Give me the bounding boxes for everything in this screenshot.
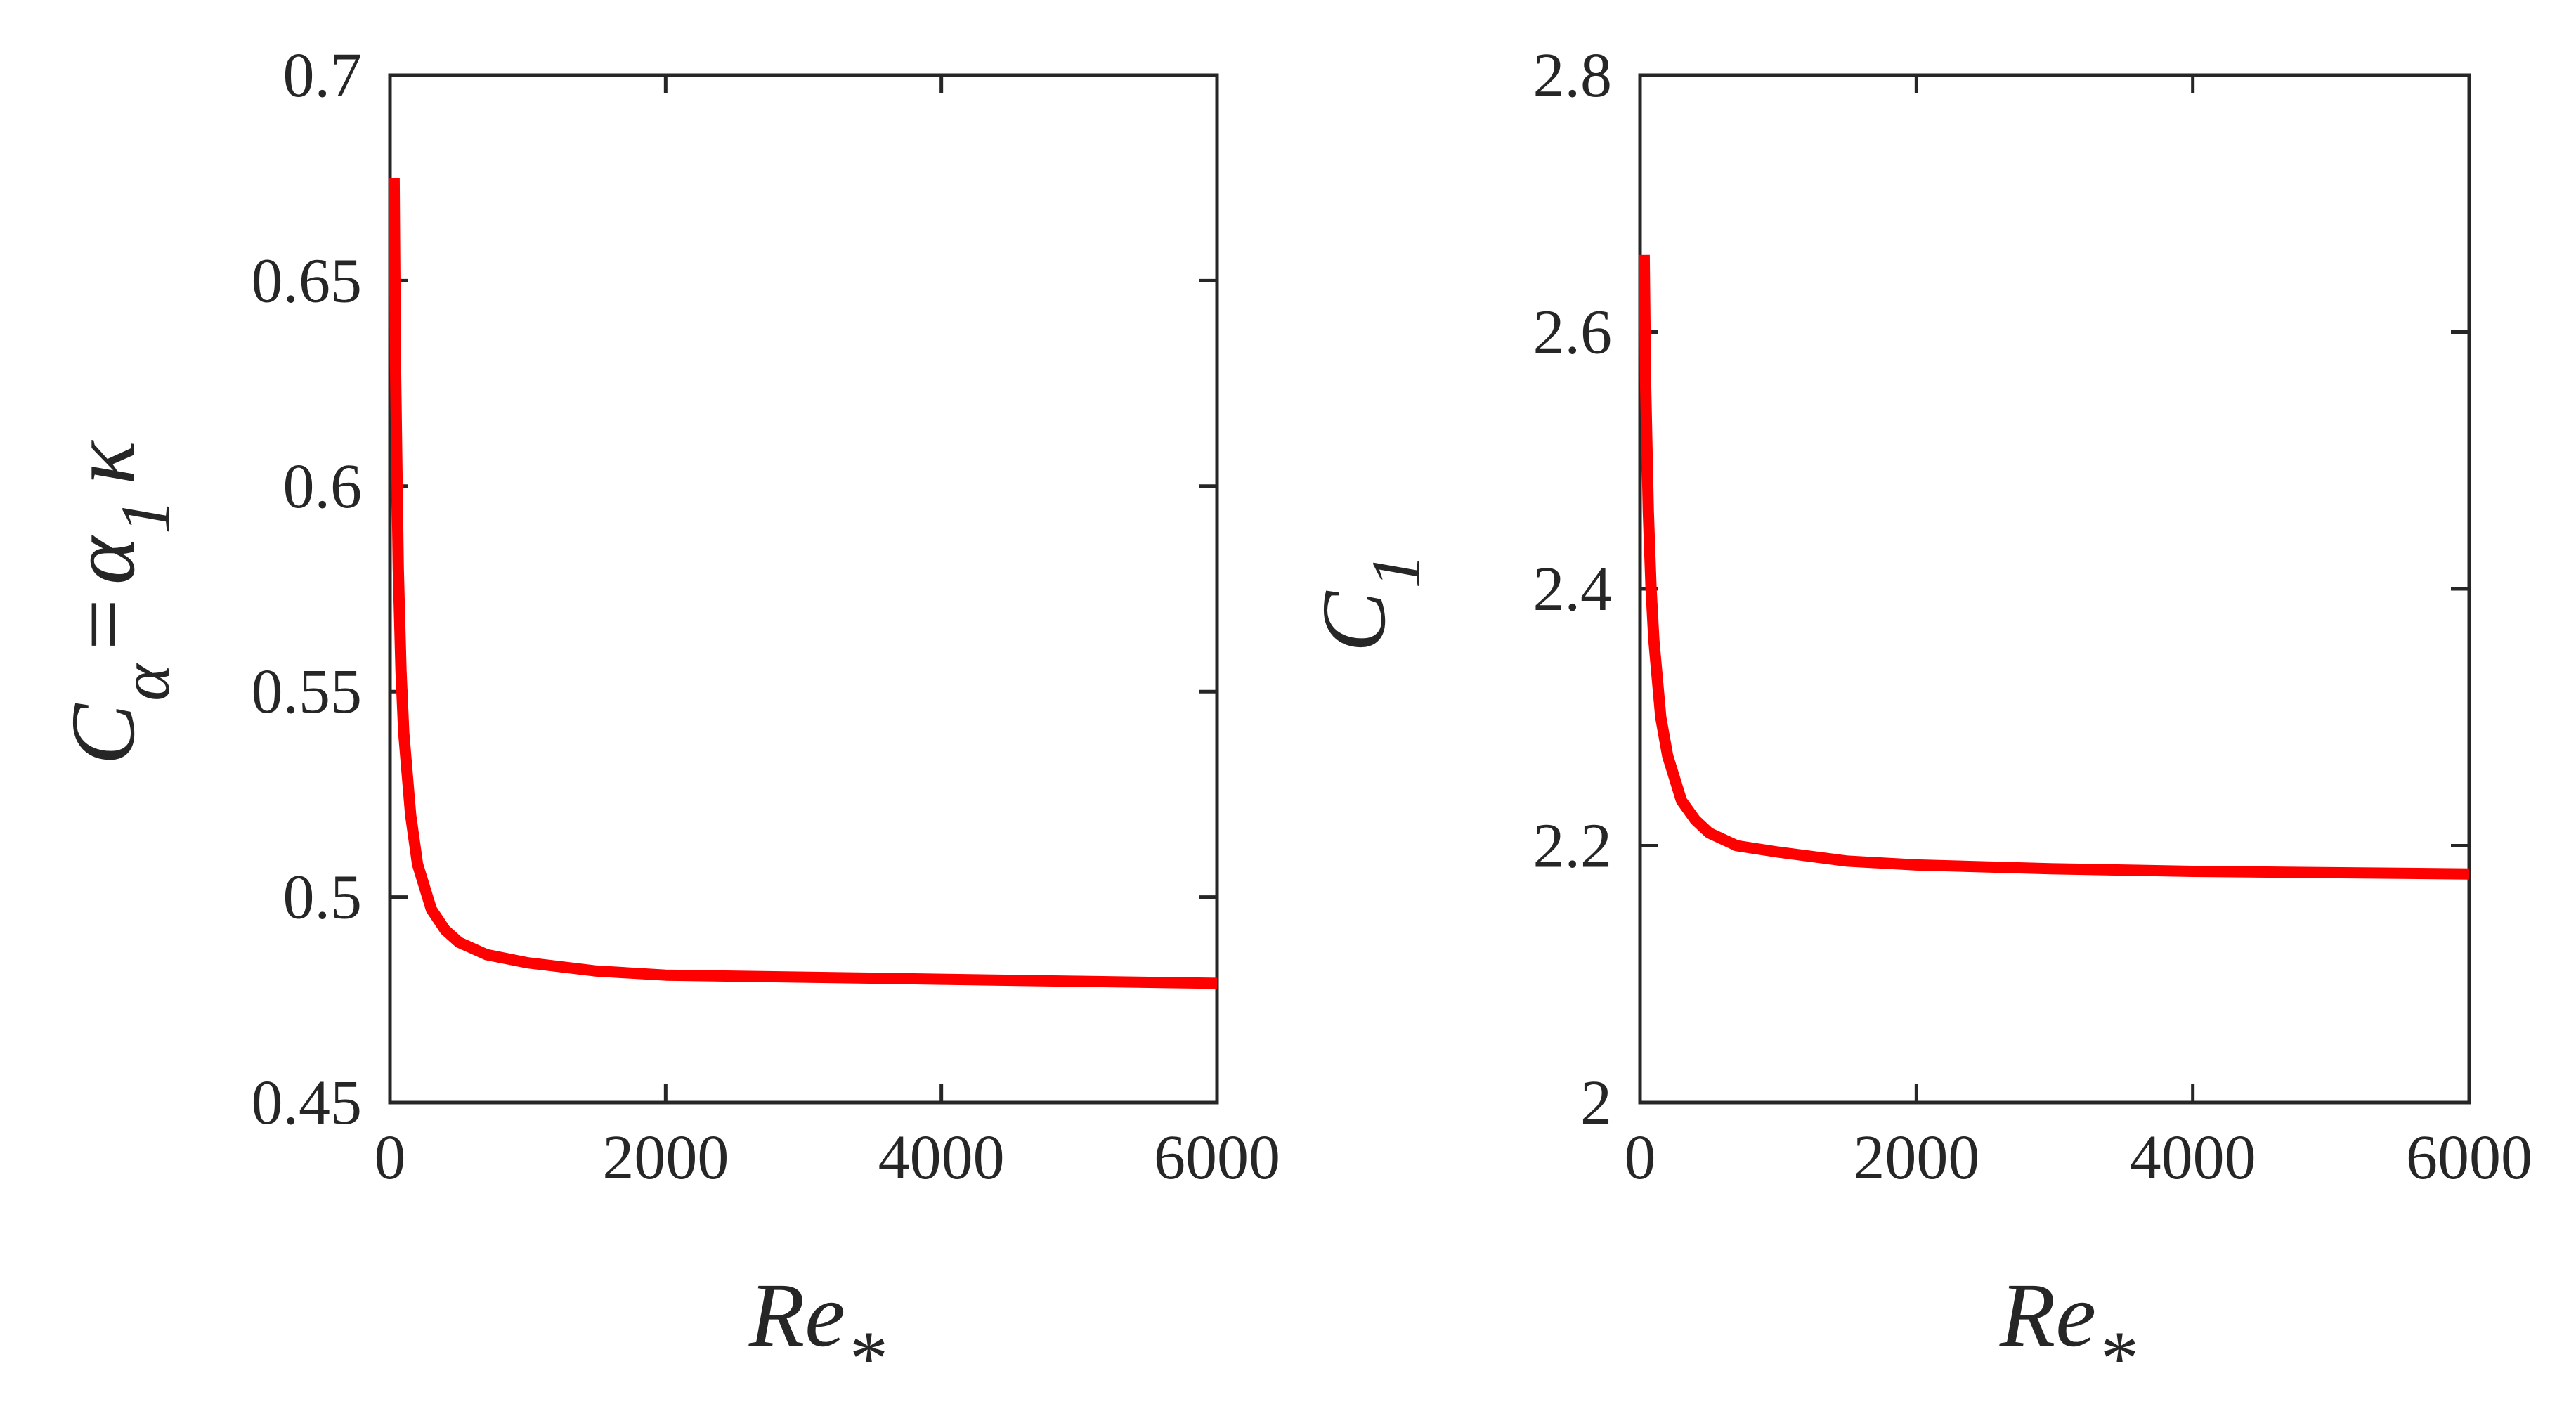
y-tick-label: 0.65	[252, 246, 363, 316]
plot-area-frame	[1638, 73, 2471, 1105]
y-tick-label: 2.8	[1533, 41, 1613, 110]
y-tick-label: 0.5	[283, 863, 363, 932]
y-tick-label: 0.45	[252, 1068, 363, 1138]
x-tick-label: 6000	[2406, 1123, 2532, 1192]
y-axis-label: C1	[1303, 554, 1435, 653]
y-tick-label: 0.6	[283, 452, 363, 521]
x-axis-label: Re*	[748, 1265, 888, 1401]
x-tick-label: 2000	[602, 1123, 729, 1192]
x-axis-label: Re*	[1999, 1265, 2139, 1401]
y-tick-label: 2.6	[1533, 298, 1613, 368]
x-tick-label: 4000	[2130, 1123, 2256, 1192]
x-tick-label: 4000	[878, 1123, 1005, 1192]
y-tick-labels: 2 2.2 2.4 2.6 2.8	[1533, 41, 1613, 1138]
y-tick-label: 0.7	[283, 41, 363, 110]
chart-c-alpha: 0 2000 4000 6000 0.450.50.550.60.650.7 Re* …	[53, 41, 1280, 1401]
tick-marks	[1638, 73, 2471, 1105]
y-axis-label: Cα=α1κ	[53, 440, 184, 765]
series-line-c-alpha	[388, 178, 1218, 989]
plot-area-frame	[388, 73, 1219, 1105]
chart-c1: 0 2000 4000 6000 2 2.2 2.4 2.6 2.8 Re* C1	[1303, 41, 2532, 1401]
x-tick-labels: 0 2000 4000 6000	[1625, 1123, 2533, 1192]
y-tick-label: 2	[1580, 1068, 1612, 1138]
y-tick-label: 2.4	[1533, 554, 1613, 624]
y-tick-label: 2.2	[1533, 812, 1613, 881]
x-tick-label: 2000	[1853, 1123, 1979, 1192]
x-tick-label: 0	[1625, 1123, 1656, 1192]
x-tick-labels: 0 2000 4000 6000	[375, 1123, 1281, 1192]
tick-marks	[388, 73, 1219, 1105]
series-line-c1	[1638, 254, 2470, 880]
x-tick-label: 0	[375, 1123, 406, 1192]
y-tick-label: 0.55	[252, 657, 363, 727]
y-tick-labels: 0.45 0.5 0.55 0.6 0.65 0.7	[252, 41, 363, 1138]
x-tick-label: 6000	[1154, 1123, 1280, 1192]
